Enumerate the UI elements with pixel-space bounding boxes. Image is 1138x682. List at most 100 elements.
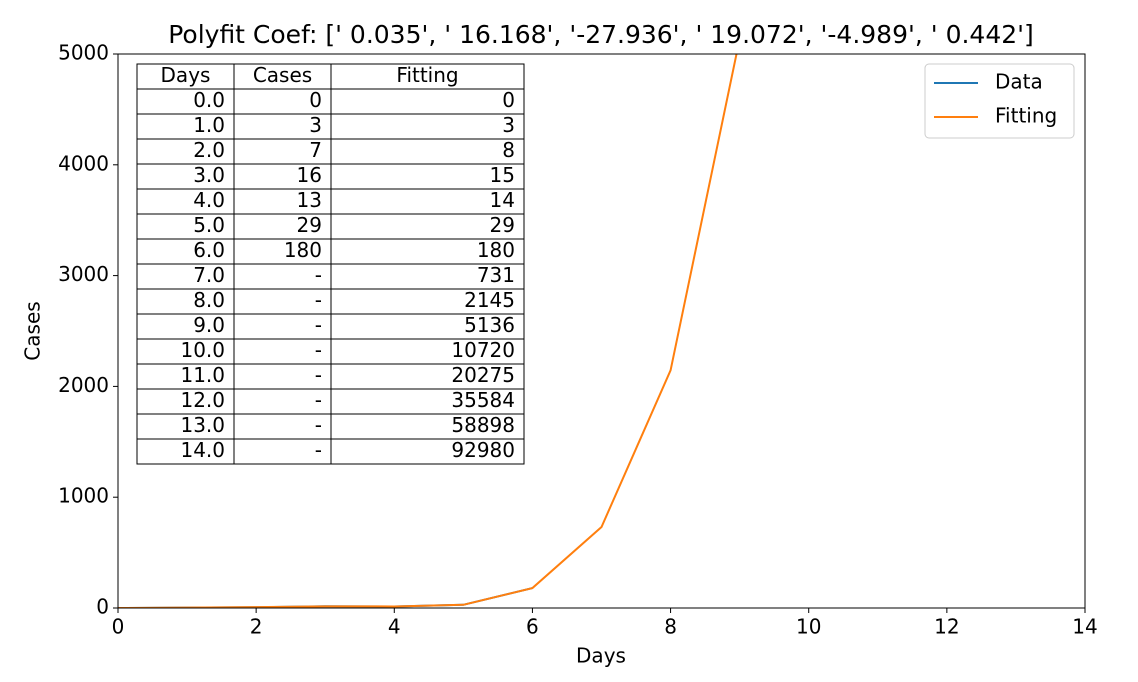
x-tick-label: 14 [1072,615,1097,639]
table-cell-text: 15 [490,163,515,187]
table-cell-text: - [315,388,322,412]
table-cell-text: 0.0 [193,88,225,112]
table-cell [136,138,235,165]
y-tick-label: 2000 [58,373,109,397]
chart-title: Polyfit Coef: [' 0.035', ' 16.168', '-27… [168,20,1034,49]
table-header: Days [161,63,211,87]
x-tick-label: 10 [796,615,821,639]
table-cell [136,113,235,140]
table-cell-text: 92980 [451,438,515,462]
legend-label: Data [995,70,1043,94]
table-cell [233,338,332,365]
table-cell-text: 12.0 [180,388,225,412]
data-line [118,587,533,608]
table-cell-text: 3 [502,113,515,137]
table-cell [330,188,525,215]
table-cell-text: 58898 [451,413,515,437]
table-cell-text: 14 [490,188,515,212]
table-cell-text: - [315,313,322,337]
table-cell [330,238,525,265]
table-cell [233,138,332,165]
x-tick-label: 4 [388,615,401,639]
table-cell [330,438,525,465]
table-cell-text: 0 [309,88,322,112]
table-cell [136,263,235,290]
legend-label: Fitting [995,104,1057,128]
table-cell-text: 9.0 [193,313,225,337]
table-cell-text: 180 [477,238,515,262]
table-cell-text: 29 [490,213,515,237]
table-cell [136,213,235,240]
table-cell [233,413,332,440]
table-cell [233,438,332,465]
table-cell [136,63,235,90]
table-cell-text: 13 [297,188,322,212]
table-cell-text: - [315,413,322,437]
table-cell-text: 2.0 [193,138,225,162]
table-cell [136,338,235,365]
table-cell-text: 29 [297,213,322,237]
x-tick-label: 6 [526,615,539,639]
table-cell-text: 11.0 [180,363,225,387]
table-cell-text: - [315,363,322,387]
table-cell-text: 1.0 [193,113,225,137]
table-cell-text: 10.0 [180,338,225,362]
table-cell-text: - [315,288,322,312]
table-cell-text: 7 [309,138,322,162]
table-cell-text: 10720 [451,338,515,362]
table-cell-text: 0 [502,88,515,112]
table-cell [330,138,525,165]
table-cell-text: 14.0 [180,438,225,462]
table-cell-text: 20275 [451,363,515,387]
table-cell [330,63,525,90]
table-cell-text: 5136 [464,313,515,337]
table-cell [330,313,525,340]
x-axis-label: Days [576,644,626,668]
table-cell [136,363,235,390]
table-cell-text: 3.0 [193,163,225,187]
table-cell-text: 8.0 [193,288,225,312]
table-cell [330,263,525,290]
table-cell-text: 180 [284,238,322,262]
table-header: Cases [253,63,312,87]
y-tick-label: 1000 [58,484,109,508]
y-axis-label: Cases [21,301,45,360]
table-cell [233,113,332,140]
table-cell-text: 13.0 [180,413,225,437]
table-cell-text: 16 [297,163,322,187]
x-tick-label: 8 [664,615,677,639]
table-cell-text: - [315,338,322,362]
table-cell-text: 7.0 [193,263,225,287]
table-cell-text: 5.0 [193,213,225,237]
table-cell-text: 8 [502,138,515,162]
table-cell-text: 35584 [451,388,515,412]
table-cell [233,213,332,240]
data-line [118,54,738,608]
table-cell [233,288,332,315]
table-cell-text: - [315,438,322,462]
y-tick-label: 0 [96,595,109,619]
table-cell-text: 3 [309,113,322,137]
table-cell [233,263,332,290]
table-cell [136,238,235,265]
table-cell [233,388,332,415]
table-cell-text: 6.0 [193,238,225,262]
y-tick-label: 4000 [58,151,109,175]
table-cell [136,288,235,315]
table-cell [330,163,525,190]
table-cell-text: 2145 [464,288,515,312]
plot-frame [117,53,1086,609]
x-tick-label: 0 [112,615,125,639]
y-tick-label: 3000 [58,262,109,286]
table-cell [330,88,525,115]
table-cell-text: 731 [477,263,515,287]
table-header: Fitting [396,63,458,87]
table-cell [330,413,525,440]
x-tick-label: 12 [934,615,959,639]
table-cell-text: 4.0 [193,188,225,212]
x-tick-label: 2 [250,615,263,639]
table-cell [233,163,332,190]
table-cell-text: - [315,263,322,287]
table-cell [330,113,525,140]
